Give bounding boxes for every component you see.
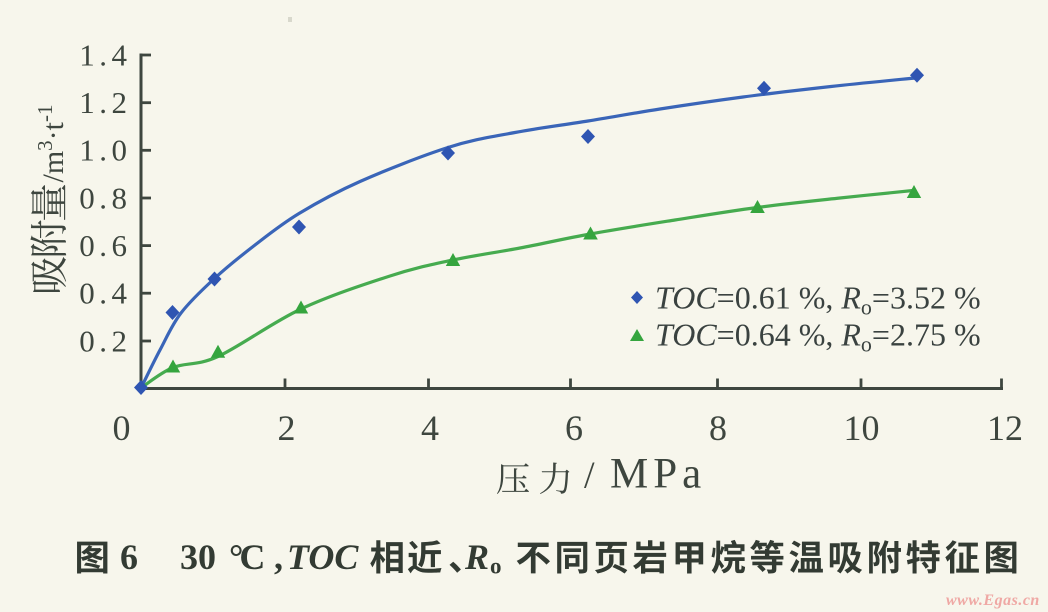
svg-text:TOC=0.61 %, Ro=3.52 %: TOC=0.61 %, Ro=3.52 % [655, 280, 981, 320]
svg-text:2: 2 [278, 408, 296, 448]
svg-text:1.4: 1.4 [79, 37, 131, 72]
svg-text:8: 8 [709, 408, 727, 448]
svg-text:6: 6 [565, 408, 583, 448]
svg-text:°C: °C [229, 537, 263, 577]
svg-text:TOC=0.64 %, Ro=2.75 %: TOC=0.64 %, Ro=2.75 % [655, 317, 981, 357]
svg-text:R: R [464, 537, 489, 577]
svg-text:www.Egas.cn: www.Egas.cn [946, 592, 1040, 609]
svg-text:0.8: 0.8 [79, 180, 131, 215]
svg-text:1.2: 1.2 [79, 85, 131, 120]
svg-text:30: 30 [180, 537, 216, 577]
svg-text:o: o [490, 554, 502, 579]
svg-text:MPa: MPa [610, 451, 706, 498]
svg-text:/m3·t-1: /m3·t-1 [33, 105, 70, 183]
svg-text:/: / [584, 455, 595, 497]
svg-text:0: 0 [113, 408, 131, 448]
svg-text:TOC: TOC [287, 537, 359, 577]
svg-text:0.2: 0.2 [79, 323, 131, 358]
svg-text:,: , [274, 537, 283, 577]
svg-text:1.0: 1.0 [79, 133, 131, 168]
svg-text:12: 12 [987, 408, 1023, 448]
svg-text:0.6: 0.6 [79, 228, 131, 263]
svg-text:0.4: 0.4 [79, 276, 131, 311]
svg-text:4: 4 [421, 408, 439, 448]
svg-text:10: 10 [844, 408, 880, 448]
svg-text:6: 6 [120, 537, 138, 577]
